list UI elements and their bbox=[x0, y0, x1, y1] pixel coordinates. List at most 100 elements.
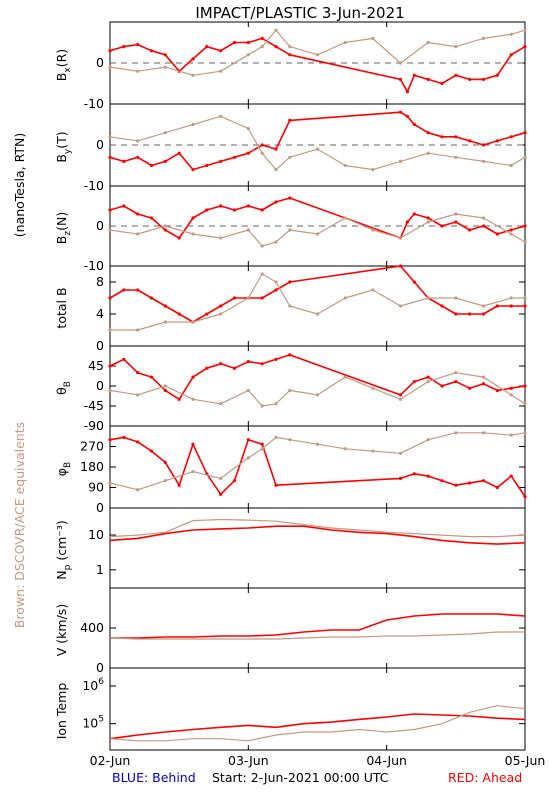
data-point bbox=[426, 379, 430, 384]
data-point bbox=[177, 483, 181, 487]
data-point bbox=[219, 159, 223, 163]
data-point bbox=[412, 280, 416, 284]
data-point bbox=[108, 388, 112, 393]
data-point bbox=[454, 312, 458, 316]
data-point bbox=[232, 208, 237, 212]
tick-label: -90 bbox=[84, 418, 104, 433]
data-point bbox=[108, 364, 112, 368]
data-point bbox=[288, 388, 292, 393]
panel-y-label: total B bbox=[54, 287, 69, 328]
panel-y-label: Bz(N) bbox=[54, 212, 73, 244]
ahead-legend: RED: Ahead bbox=[448, 770, 523, 785]
tick-label: 4 bbox=[96, 306, 104, 321]
panel-y-label: Ion Temp bbox=[54, 683, 69, 740]
data-point bbox=[398, 77, 403, 81]
tick-label: 400 bbox=[80, 620, 104, 635]
data-point bbox=[371, 386, 375, 390]
data-point bbox=[274, 147, 278, 151]
data-point bbox=[468, 139, 472, 143]
tick-label: 8 bbox=[96, 274, 104, 289]
data-point bbox=[371, 449, 375, 453]
data-point bbox=[343, 296, 347, 300]
data-point bbox=[481, 312, 486, 316]
data-point bbox=[454, 45, 458, 49]
tick-label: -10 bbox=[84, 96, 104, 111]
data-point bbox=[495, 304, 499, 308]
data-point bbox=[481, 479, 486, 483]
data-point bbox=[260, 36, 264, 41]
data-point bbox=[315, 312, 320, 316]
data-point bbox=[177, 151, 181, 155]
data-point bbox=[191, 397, 195, 401]
data-point bbox=[108, 208, 112, 212]
data-point bbox=[232, 479, 237, 483]
data-point bbox=[426, 438, 430, 442]
panel: 270 180 90 0 φB bbox=[54, 425, 527, 515]
data-point bbox=[412, 379, 416, 384]
data-point bbox=[509, 304, 513, 308]
data-point bbox=[495, 388, 499, 393]
data-point bbox=[288, 304, 292, 308]
data-point bbox=[163, 320, 167, 324]
data-point bbox=[219, 402, 223, 406]
data-point bbox=[205, 45, 209, 49]
data-point bbox=[398, 397, 403, 401]
tick-label: 1 bbox=[96, 562, 104, 577]
data-point bbox=[108, 438, 112, 442]
data-point bbox=[191, 216, 195, 220]
data-point bbox=[219, 492, 223, 496]
data-point bbox=[191, 469, 195, 474]
data-point bbox=[288, 280, 292, 284]
panel-frame bbox=[109, 425, 526, 509]
tick-label: 270 bbox=[80, 439, 104, 454]
data-point bbox=[523, 240, 527, 244]
data-point bbox=[315, 147, 320, 151]
data-point bbox=[274, 45, 278, 49]
data-point bbox=[219, 114, 223, 118]
data-point bbox=[136, 440, 140, 444]
data-point bbox=[495, 139, 499, 143]
data-point bbox=[398, 61, 403, 65]
data-point bbox=[481, 77, 486, 81]
data-point bbox=[288, 196, 292, 200]
data-point bbox=[426, 40, 430, 45]
data-point bbox=[288, 438, 292, 442]
series-line bbox=[109, 29, 526, 76]
data-point bbox=[343, 163, 347, 168]
data-point bbox=[343, 40, 347, 45]
data-point bbox=[509, 135, 513, 139]
data-point bbox=[232, 366, 237, 370]
data-point bbox=[509, 393, 513, 397]
series-line bbox=[109, 436, 526, 498]
panel: 10 1 Np (cm⁻³) bbox=[54, 507, 526, 589]
data-point bbox=[454, 431, 458, 435]
data-point bbox=[219, 304, 223, 308]
series-line bbox=[110, 613, 526, 639]
data-point bbox=[260, 45, 264, 49]
data-point bbox=[509, 474, 513, 478]
data-point bbox=[398, 236, 403, 240]
data-point bbox=[219, 362, 223, 366]
data-point bbox=[523, 296, 527, 300]
tick-label: 0 bbox=[96, 338, 104, 353]
series-line bbox=[109, 265, 525, 323]
data-point bbox=[274, 200, 278, 204]
data-point bbox=[315, 393, 320, 397]
series-line bbox=[110, 273, 525, 331]
units-side-label: (nanoTesla, RTN) bbox=[12, 133, 27, 237]
panel-frame bbox=[109, 587, 526, 669]
data-point bbox=[440, 135, 444, 139]
data-point bbox=[398, 476, 403, 480]
tick-label: 10 bbox=[88, 527, 104, 542]
data-point bbox=[315, 53, 320, 57]
series-line bbox=[109, 518, 526, 538]
data-point bbox=[136, 393, 140, 397]
data-point bbox=[523, 131, 527, 135]
data-point bbox=[412, 73, 416, 77]
data-point bbox=[232, 40, 237, 45]
data-point bbox=[509, 32, 513, 36]
tick-label: 180 bbox=[80, 459, 104, 474]
data-point bbox=[495, 485, 499, 490]
data-point bbox=[108, 481, 112, 485]
data-point bbox=[219, 476, 223, 480]
